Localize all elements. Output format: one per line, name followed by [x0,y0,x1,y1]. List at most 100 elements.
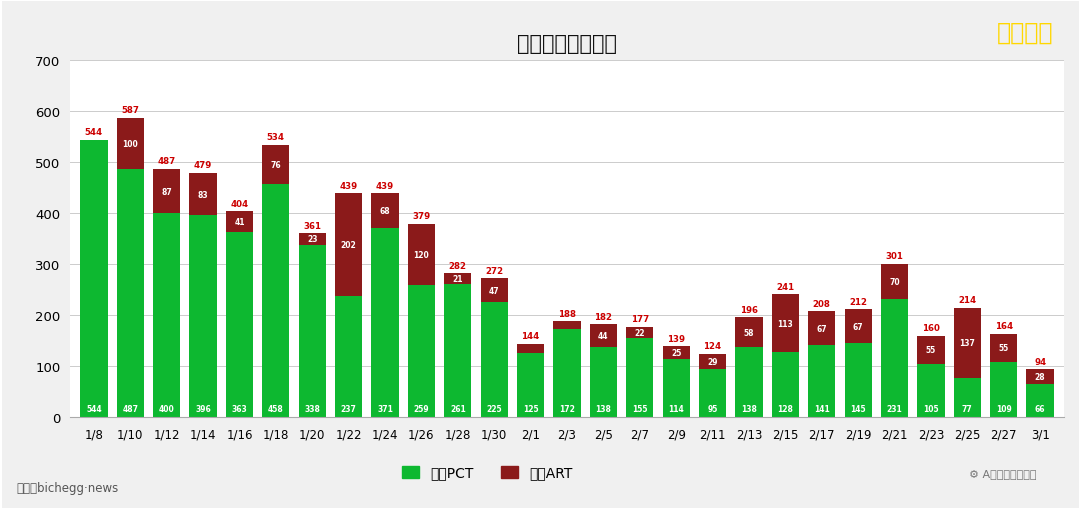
Text: 155: 155 [632,404,648,413]
Bar [845,344,872,417]
Text: 114: 114 [669,404,684,413]
Text: 196: 196 [740,305,758,314]
Text: 113: 113 [778,319,793,328]
Text: 587: 587 [121,106,139,115]
Text: 458: 458 [268,404,284,413]
Text: 67: 67 [853,322,864,331]
Text: 55: 55 [926,346,936,354]
Text: 439: 439 [339,181,357,190]
Text: 29: 29 [707,357,718,366]
Bar [262,184,289,417]
Bar [481,303,508,417]
Text: 202: 202 [341,241,356,250]
Bar [699,354,726,369]
Text: 95: 95 [707,404,718,413]
Bar [372,229,399,417]
Bar [335,194,362,297]
Text: 338: 338 [305,404,320,413]
Text: 77: 77 [962,404,973,413]
Text: 259: 259 [414,404,429,413]
Bar [444,274,472,285]
Bar [990,362,1017,417]
Text: 105: 105 [923,404,939,413]
Text: 282: 282 [449,261,467,270]
Text: 237: 237 [340,404,356,413]
Bar [881,300,908,417]
Text: 125: 125 [523,404,539,413]
Text: 76: 76 [270,160,281,169]
Bar [117,119,144,169]
Bar [444,285,472,417]
Title: 每日新增输入病例: 每日新增输入病例 [517,34,617,54]
Text: 145: 145 [850,404,866,413]
Text: 图表：bichegg·news: 图表：bichegg·news [16,481,119,494]
Text: 137: 137 [959,339,975,348]
Bar [189,216,217,417]
Bar [553,330,581,417]
Text: 272: 272 [485,266,503,275]
Bar [626,327,653,338]
Text: 182: 182 [594,312,612,321]
Bar [226,233,253,417]
Text: 208: 208 [813,299,831,308]
Bar [189,174,217,216]
Text: 361: 361 [303,221,321,230]
Text: 100: 100 [122,139,138,149]
Bar [153,169,180,214]
Text: 21: 21 [453,275,463,284]
Bar [917,364,945,417]
Text: 83: 83 [198,190,208,199]
Text: 128: 128 [778,404,794,413]
Legend: 输入PCT, 输入ART: 输入PCT, 输入ART [397,460,578,485]
Bar [1026,370,1054,384]
Bar [517,354,544,417]
Bar [772,352,799,417]
Bar [153,214,180,417]
Bar [481,279,508,303]
Text: 28: 28 [1035,372,1045,381]
Text: 66: 66 [1035,404,1045,413]
Bar [808,312,836,346]
Text: 25: 25 [671,349,681,357]
Bar [553,322,581,330]
Bar [845,309,872,344]
Text: 144: 144 [522,331,540,341]
Text: 23: 23 [307,235,318,244]
Text: 231: 231 [887,404,903,413]
Bar [808,346,836,417]
Text: 120: 120 [414,250,429,260]
Bar [735,318,762,347]
Bar [262,146,289,184]
Bar [590,347,617,417]
Bar [626,338,653,417]
Text: ⚙️ A计划学习狮城篇: ⚙️ A计划学习狮城篇 [970,468,1037,478]
Text: 439: 439 [376,181,394,190]
Text: 379: 379 [413,212,431,221]
Bar [735,347,762,417]
Text: 188: 188 [558,309,576,318]
Text: 534: 534 [267,133,285,142]
Text: 261: 261 [450,404,465,413]
Text: 371: 371 [377,404,393,413]
Bar [335,297,362,417]
Bar [590,325,617,347]
Bar [699,369,726,417]
Text: 139: 139 [667,334,685,343]
Text: 44: 44 [598,331,609,341]
Bar [408,224,435,286]
Text: 138: 138 [595,404,611,413]
Text: 400: 400 [159,404,175,413]
Bar [298,234,326,245]
Text: 404: 404 [230,199,248,208]
Text: 164: 164 [995,321,1013,330]
Text: 55: 55 [999,344,1009,352]
Text: 47: 47 [489,287,500,295]
Text: 22: 22 [635,328,645,337]
Text: 479: 479 [194,161,212,170]
Text: 301: 301 [886,251,904,261]
Text: 109: 109 [996,404,1012,413]
Text: 68: 68 [380,207,390,216]
Text: 212: 212 [849,297,867,306]
Text: 396: 396 [195,404,211,413]
Bar [408,286,435,417]
